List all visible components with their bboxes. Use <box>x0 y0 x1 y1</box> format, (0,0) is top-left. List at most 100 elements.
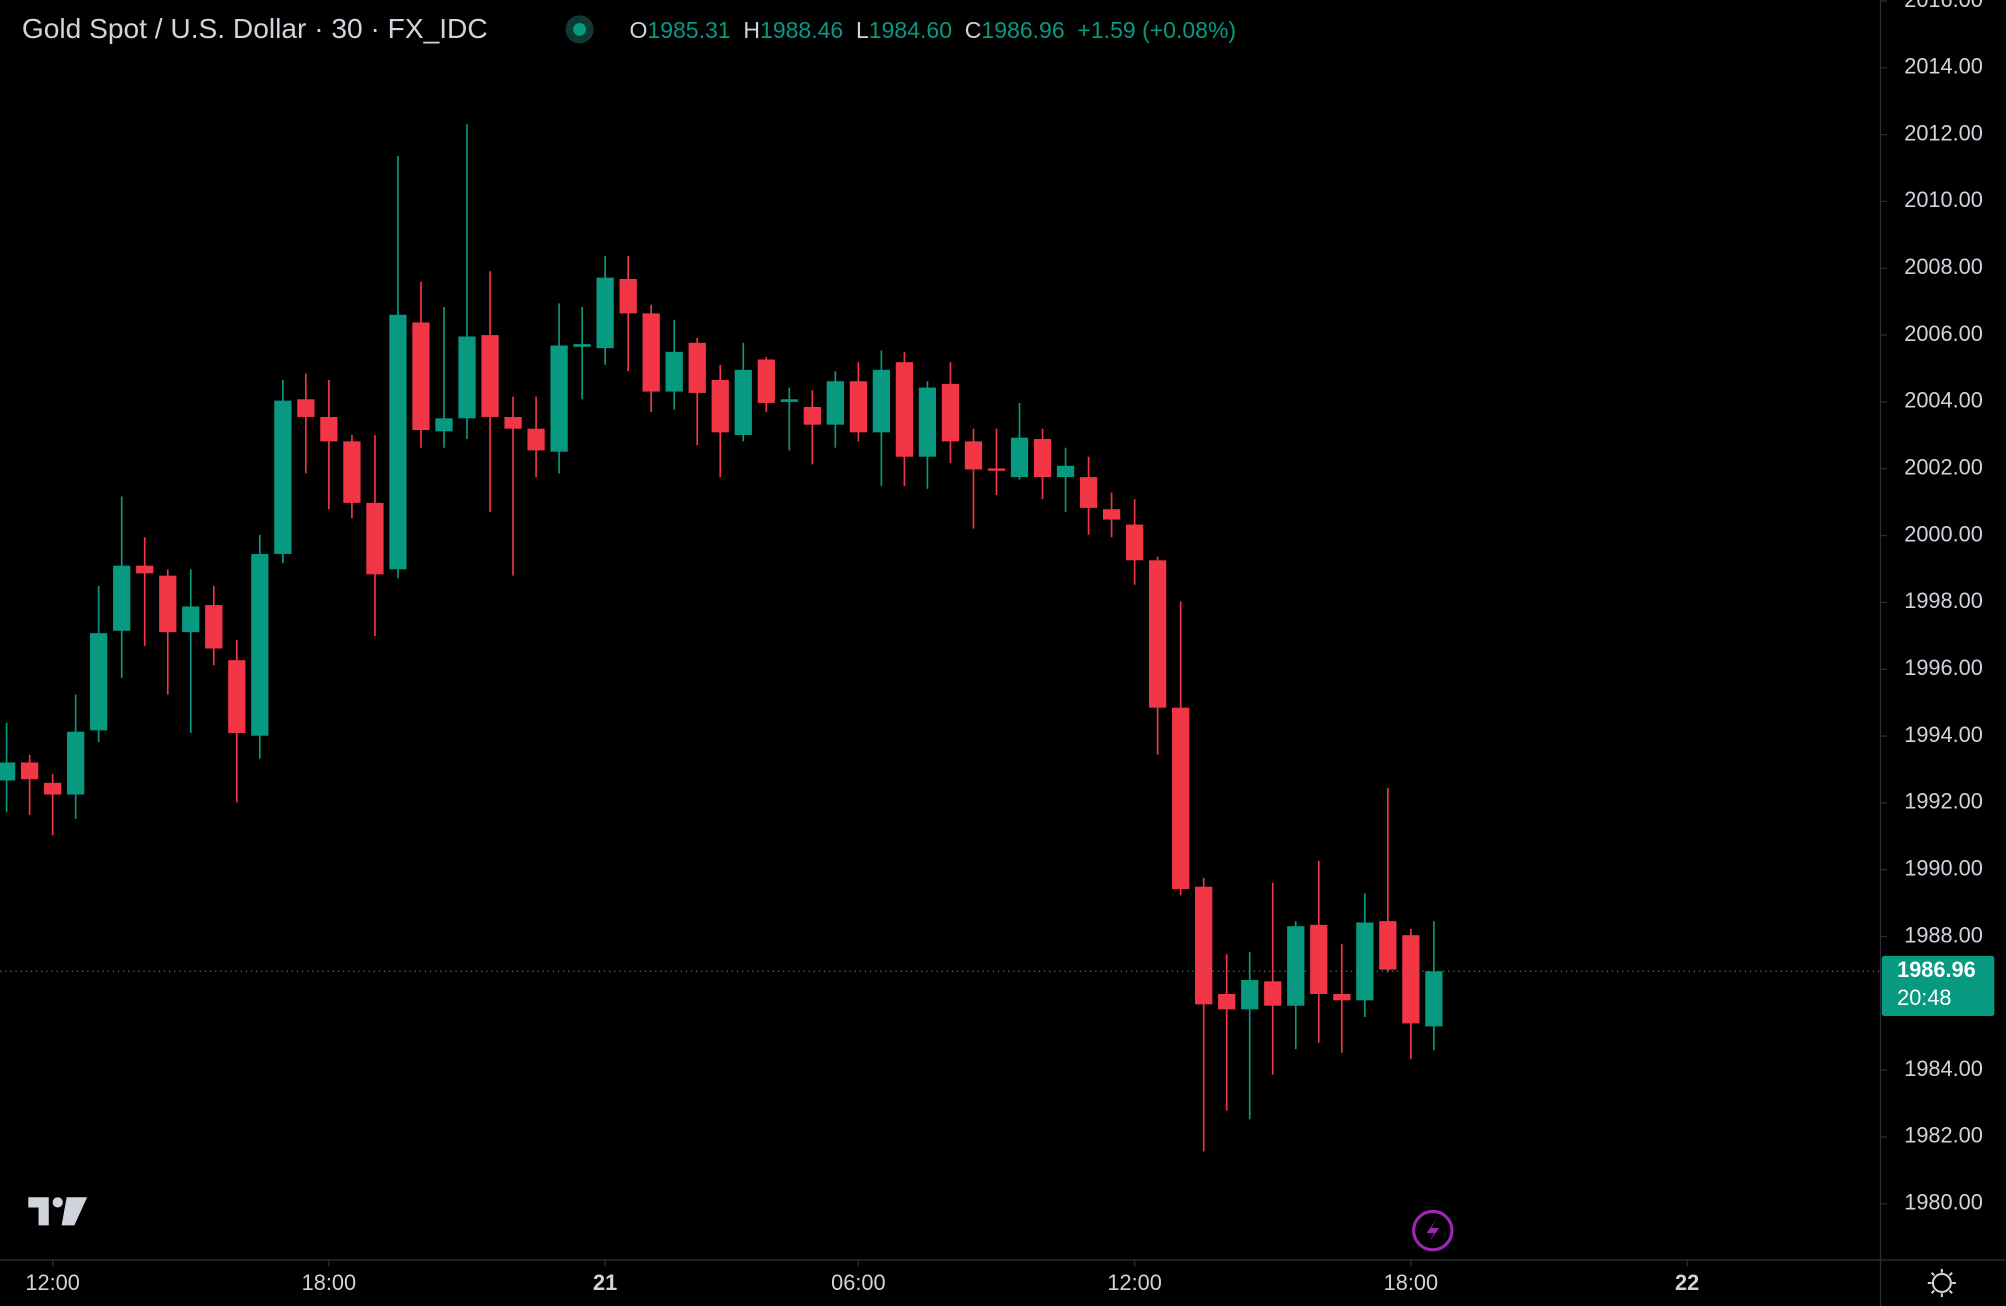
y-tick-label: 1994.00 <box>1904 722 1983 747</box>
candle-body <box>159 575 177 633</box>
candle-body <box>1102 509 1121 520</box>
y-tick-label: 2008.00 <box>1904 254 1983 279</box>
lightning-button[interactable] <box>1412 1209 1454 1252</box>
y-tick-label: 1980.00 <box>1904 1190 1983 1215</box>
candle-body <box>642 313 660 392</box>
x-tick-label: 12:00 <box>1107 1270 1161 1295</box>
candle-body <box>1402 935 1420 1024</box>
candle-body <box>205 605 223 649</box>
candle-body <box>0 762 16 781</box>
candle-body <box>481 335 499 417</box>
candle-body <box>228 660 246 734</box>
candle-body <box>1425 971 1443 1027</box>
candle-body <box>1218 993 1236 1010</box>
logo[interactable] <box>28 1197 88 1226</box>
candle-body <box>734 369 752 436</box>
x-tick-label: 06:00 <box>831 1270 885 1295</box>
candle-body <box>44 782 62 795</box>
y-tick-label: 1984.00 <box>1904 1056 1983 1081</box>
y-tick-label: 2006.00 <box>1904 321 1983 346</box>
candle-body <box>619 278 637 314</box>
candle-body <box>757 359 775 403</box>
candle-body <box>458 336 476 419</box>
last-price-label: 1986.96 <box>1897 957 1976 982</box>
ohlc-value: 1986.96 <box>981 17 1064 43</box>
settings-button[interactable] <box>1927 1268 1956 1298</box>
y-tick-label: 2012.00 <box>1904 120 1983 145</box>
candle-body <box>320 416 338 442</box>
candle-body <box>803 406 821 425</box>
candle-body <box>849 381 868 433</box>
candle-body <box>274 400 292 554</box>
x-tick-label: 22 <box>1675 1270 1699 1295</box>
candle-body <box>1241 979 1259 1010</box>
candle-body <box>1172 707 1190 890</box>
ohlc-label: C <box>965 17 982 43</box>
candle-body <box>665 351 683 392</box>
countdown: 20:48 <box>1897 985 1951 1010</box>
candle-body <box>1310 924 1328 994</box>
status-dot[interactable] <box>573 23 587 36</box>
last-price-box <box>1881 955 1995 1017</box>
candle-body <box>67 731 85 795</box>
candle-body <box>780 399 798 402</box>
ohlc-value: 1984.60 <box>869 17 952 43</box>
candle-body <box>527 428 545 451</box>
overlay: Gold Spot / U.S. Dollar · 30 · FX_IDC O1… <box>22 0 1995 1298</box>
candle-body <box>1056 465 1075 478</box>
x-tick-label: 21 <box>593 1270 617 1295</box>
ohlc-value: 1985.31 <box>647 17 730 43</box>
ohlc-label: L <box>856 17 869 43</box>
y-tick-label: 2000.00 <box>1904 521 1983 546</box>
candle-body <box>872 369 891 433</box>
y-tick-label: 1996.00 <box>1904 655 1983 680</box>
candle-body <box>343 441 361 503</box>
candle-body <box>1356 922 1374 1001</box>
candle-body <box>964 441 983 470</box>
y-tick-label: 2004.00 <box>1904 388 1983 413</box>
x-tick-label: 18:00 <box>1384 1270 1438 1295</box>
y-tick-label: 1990.00 <box>1904 855 1983 880</box>
candle-body <box>435 418 453 432</box>
candle-body <box>1149 560 1167 708</box>
y-tick-label: 2002.00 <box>1904 455 1983 480</box>
candle-body <box>1333 993 1351 1001</box>
candle-body <box>826 381 844 425</box>
x-tick-label: 12:00 <box>25 1270 79 1295</box>
candle-body <box>20 762 39 780</box>
ohlc-label: H <box>743 17 760 43</box>
candle-body <box>1264 981 1282 1006</box>
candle-body <box>941 383 960 442</box>
candle-body <box>596 277 614 349</box>
y-tick-label: 1982.00 <box>1904 1123 1983 1148</box>
candle-body <box>895 362 914 457</box>
candle-body <box>987 468 1006 471</box>
candle-body <box>1079 477 1098 508</box>
candle-body <box>1379 921 1397 970</box>
y-tick-label: 2010.00 <box>1904 187 1983 212</box>
candle-body <box>573 344 591 347</box>
ohlc-header: O1985.31 H1988.46 L1984.60 C1986.96 +1.59 (+… <box>629 17 1236 43</box>
plot-area <box>0 124 1881 1152</box>
candle-body <box>1287 926 1305 1006</box>
candle-body <box>412 322 430 431</box>
y-tick-label: 1988.00 <box>1904 922 1983 947</box>
candle-body <box>389 314 407 570</box>
candle-body <box>113 565 131 631</box>
ohlc-value: 1988.46 <box>760 17 843 43</box>
y-tick-label: 1992.00 <box>1904 789 1983 814</box>
candle-body <box>366 502 384 575</box>
candle-body <box>1195 886 1213 1005</box>
candle-body <box>136 565 154 574</box>
change: +1.59 (+0.08%) <box>1077 17 1236 43</box>
candle-body <box>918 387 937 457</box>
candle-body <box>182 606 200 633</box>
candle-body <box>1010 437 1029 478</box>
y-tick-label: 1998.00 <box>1904 588 1983 613</box>
candle-body <box>550 345 568 452</box>
candle-body <box>504 416 522 429</box>
y-tick-label: 2016.00 <box>1904 0 1983 12</box>
